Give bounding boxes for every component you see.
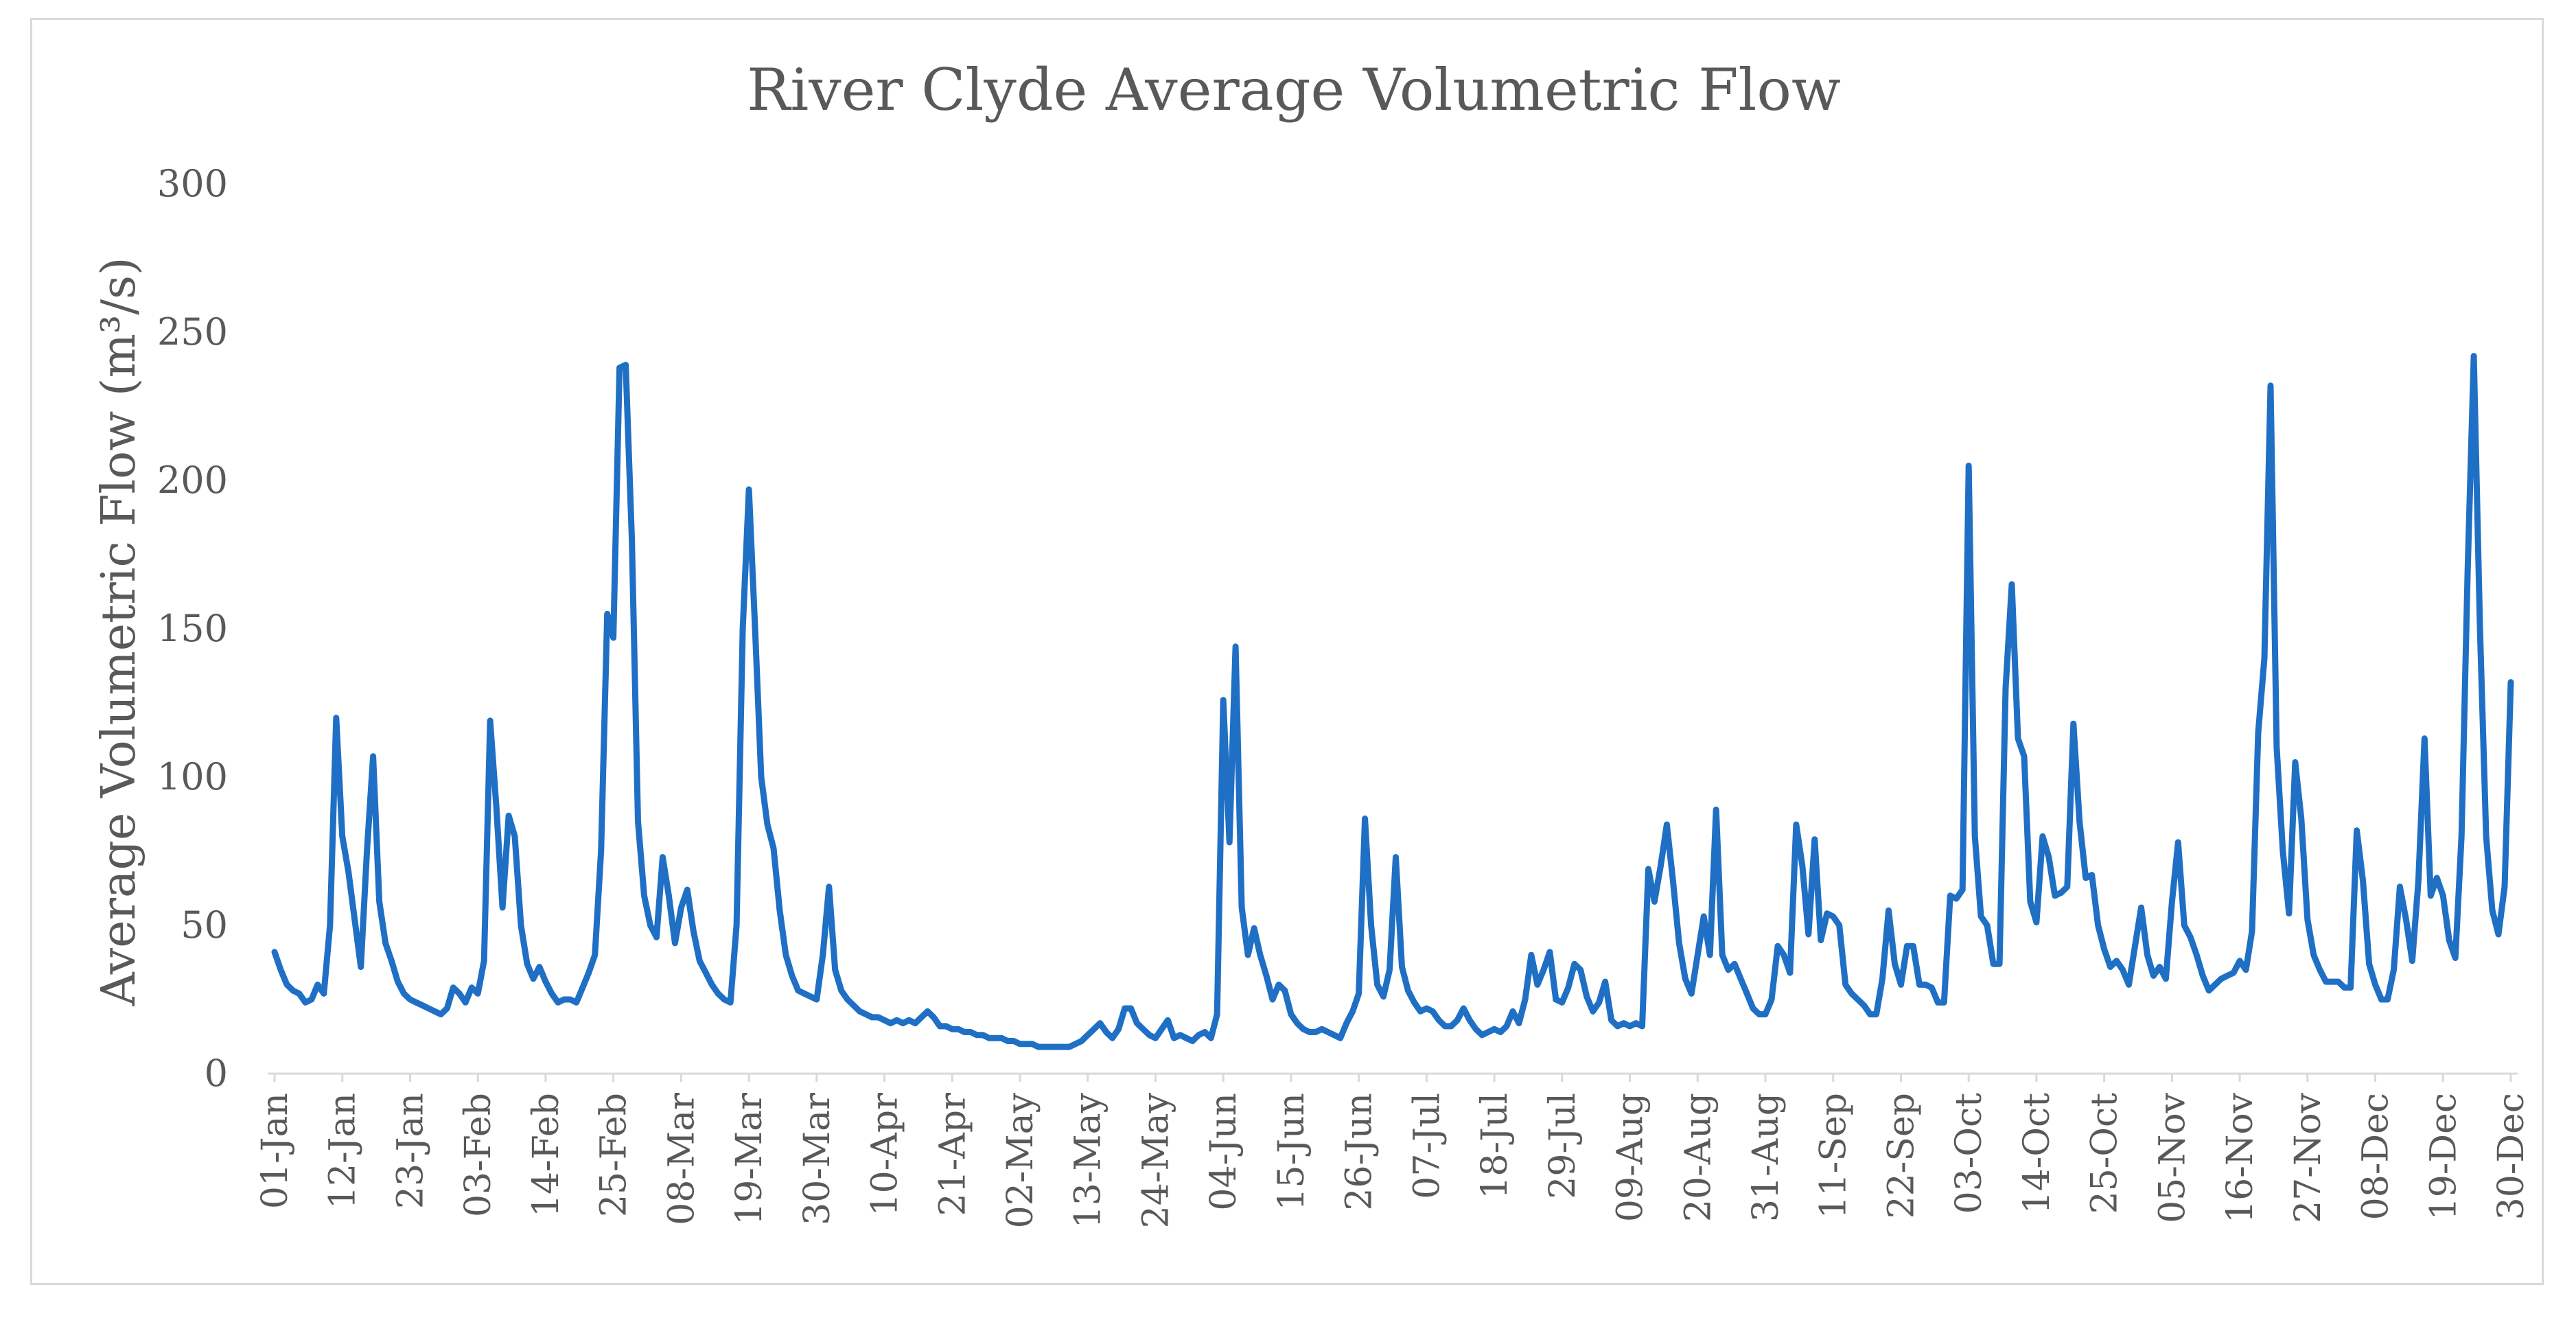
- x-tick-label: 22-Sep: [1881, 1093, 1922, 1218]
- chart-title: River Clyde Average Volumetric Flow: [747, 56, 1841, 124]
- x-tick-label: 30-Dec: [2491, 1093, 2532, 1220]
- x-tick-label: 03-Feb: [458, 1093, 499, 1217]
- x-tick-label: 08-Mar: [661, 1093, 702, 1225]
- x-tick-label: 29-Jul: [1542, 1093, 1583, 1199]
- x-tick-label: 04-Jun: [1203, 1093, 1244, 1211]
- x-tick-label: 13-May: [1068, 1092, 1109, 1228]
- x-tick-label: 14-Oct: [2017, 1093, 2058, 1214]
- x-tick-label: 25-Oct: [2085, 1093, 2126, 1214]
- x-tick-label: 25-Feb: [594, 1093, 635, 1217]
- x-tick-label: 31-Aug: [1745, 1093, 1787, 1222]
- x-tick-label: 19-Mar: [729, 1093, 770, 1225]
- x-tick-label: 09-Aug: [1610, 1093, 1651, 1222]
- x-tick-label: 21-Apr: [932, 1093, 973, 1216]
- x-tick-label: 11-Sep: [1813, 1093, 1855, 1218]
- x-tick-label: 14-Feb: [526, 1093, 567, 1217]
- y-tick-label: 300: [157, 162, 228, 205]
- x-axis-ticks: 01-Jan 12-Jan 23-Jan 03-Feb 14-Feb 25-Feb 08-M…: [255, 1074, 2532, 1228]
- y-axis-ticks: 0 50 100 150 200 250 300: [157, 162, 228, 1095]
- y-tick-label: 0: [205, 1052, 228, 1095]
- y-tick-label: 50: [181, 903, 228, 947]
- x-tick-label: 08-Dec: [2356, 1093, 2397, 1220]
- x-tick-label: 26-Jun: [1339, 1093, 1380, 1211]
- x-tick-label: 27-Nov: [2288, 1092, 2329, 1223]
- x-tick-label: 10-Apr: [865, 1093, 906, 1216]
- y-axis-label: Average Volumetric Flow (m³/s): [92, 257, 146, 1006]
- x-tick-label: 19-Dec: [2423, 1093, 2464, 1220]
- x-tick-label: 12-Jan: [323, 1093, 364, 1209]
- x-tick-label: 23-Jan: [390, 1093, 431, 1209]
- y-tick-label: 100: [157, 755, 228, 798]
- x-tick-label: 30-Mar: [797, 1093, 838, 1225]
- x-tick-label: 16-Nov: [2220, 1092, 2261, 1223]
- x-tick-label: 07-Jul: [1406, 1093, 1448, 1199]
- series-line-average-volumetric-flow: [271, 353, 2514, 1050]
- y-tick-label: 200: [157, 459, 228, 502]
- x-tick-label: 02-May: [1000, 1092, 1041, 1228]
- x-tick-label: 03-Oct: [1949, 1093, 1990, 1214]
- x-tick-label: 05-Nov: [2152, 1092, 2193, 1223]
- x-tick-label: 20-Aug: [1678, 1093, 1719, 1222]
- y-tick-label: 150: [157, 607, 228, 650]
- x-tick-label: 15-Jun: [1271, 1093, 1312, 1211]
- x-tick-label: 24-May: [1135, 1092, 1176, 1228]
- y-tick-label: 250: [157, 310, 228, 354]
- x-tick-label: 18-Jul: [1474, 1093, 1516, 1199]
- x-tick-label: 01-Jan: [255, 1093, 296, 1209]
